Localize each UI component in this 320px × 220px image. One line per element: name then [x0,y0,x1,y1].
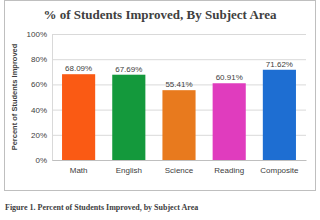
y-axis-title: Percent of Students Improved [10,43,19,150]
data-label: 60.91% [216,73,243,82]
y-tick-label: 60% [31,80,47,89]
y-tick-label: 0% [35,156,47,165]
grid [52,35,306,161]
title: % of Students Improved, By Subject Area [43,7,277,22]
x-tick: Reading [214,160,244,175]
x-tick-label: Science [165,166,194,175]
y-tick: 80% [31,55,52,64]
y-tick-label: 80% [31,55,47,64]
chart-frame [5,1,316,191]
x-axis: Math English Science Reading Composite [53,160,307,175]
x-tick-label: Composite [260,166,299,175]
data-labels: 68.09% 67.69% 55.41% 60.91% 71.62% [65,60,293,89]
caption: Figure 1. Percent of Students Improved, … [5,203,198,212]
data-label: 71.62% [266,60,293,69]
x-tick: Math [70,160,88,175]
grid-line [52,160,306,161]
chart: 0% 20% 40% 60% 80% 100% Math English Science Read… [0,0,320,220]
x-tick: English [116,160,142,175]
bar [263,70,296,160]
bars [62,70,296,160]
y-tick: 0% [35,156,52,165]
y-tick: 100% [27,30,52,39]
data-label: 68.09% [65,64,92,73]
y-tick: 60% [31,80,52,89]
y-tick: 40% [31,106,52,115]
bar [162,90,195,160]
x-tick-label: Reading [214,166,244,175]
x-tick-label: Math [70,166,88,175]
y-tick-label: 20% [31,131,47,140]
data-label: 67.69% [115,65,142,74]
x-tick: Composite [260,160,299,175]
x-tick-label: English [116,166,142,175]
bar [62,74,95,160]
y-axis-line [52,35,53,161]
y-tick: 20% [31,131,52,140]
grid-line [52,34,306,35]
bar [213,83,246,160]
y-tick-label: 40% [31,106,47,115]
bar [112,75,145,160]
y-axis: 0% 20% 40% 60% 80% 100% [27,30,53,165]
x-tick: Science [165,160,194,175]
x-axis-line [53,160,307,161]
y-tick-label: 100% [27,30,47,39]
data-label: 55.41% [165,80,192,89]
